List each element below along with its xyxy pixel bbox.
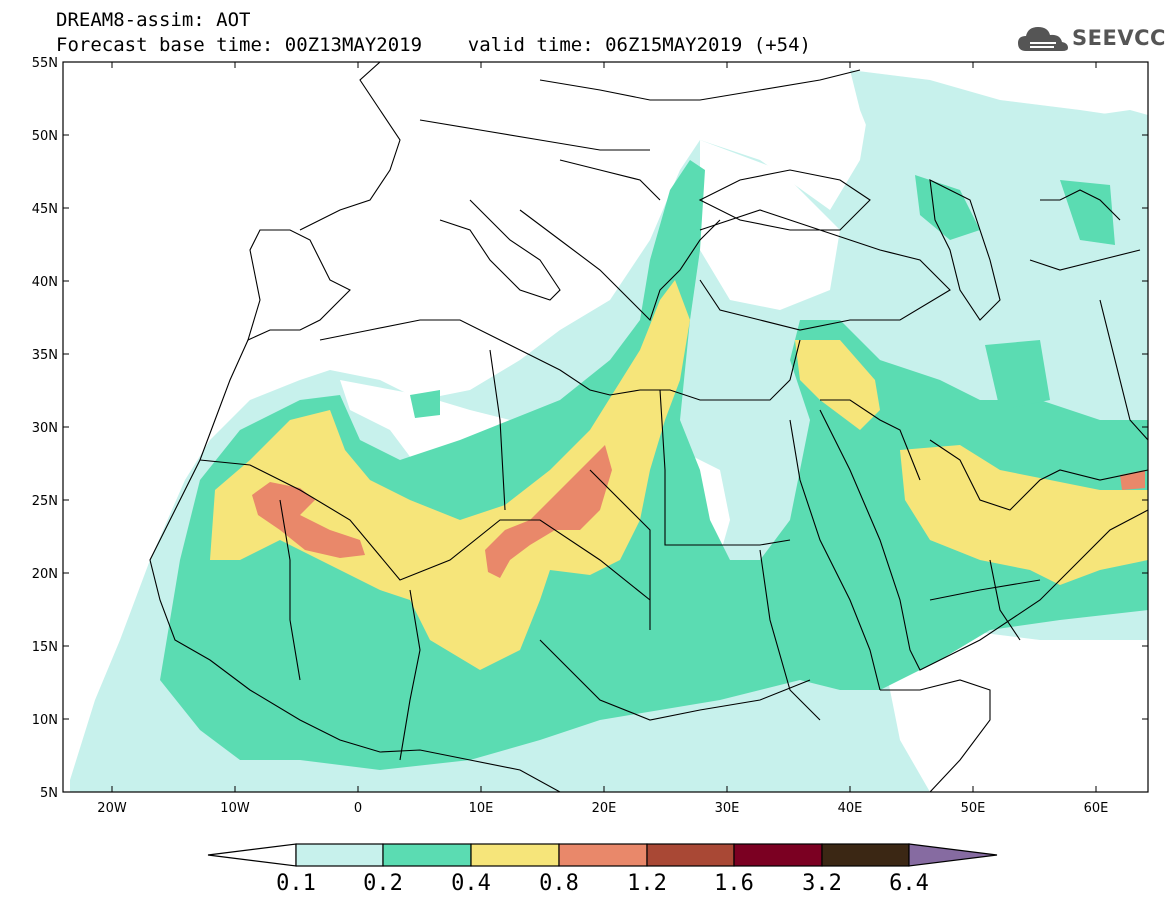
lat-label: 10N: [32, 713, 58, 728]
lon-label: 20E: [592, 801, 617, 816]
aot-clear-area: [880, 630, 1148, 792]
colorbar-label: 1.2: [627, 871, 667, 896]
aot-contour-0-8: [485, 445, 612, 578]
colorbar: [207, 843, 998, 867]
colorbar-segment: [470, 843, 560, 867]
colorbar-segment: [382, 843, 472, 867]
lat-label: 20N: [32, 567, 58, 582]
lon-label: 20W: [97, 801, 127, 816]
aot-contour-0-2: [410, 390, 440, 418]
lat-label: 15N: [32, 640, 58, 655]
colorbar-segment: [295, 843, 384, 867]
colorbar-above-arrow: [908, 843, 998, 867]
colorbar-label: 0.1: [276, 871, 316, 896]
lon-label: 40E: [838, 801, 863, 816]
map-title: DREAM8-assim: AOT: [56, 9, 251, 31]
colorbar-label: 0.2: [363, 871, 403, 896]
aot-contour-0-4: [795, 340, 880, 430]
latitude-axis: 55N 50N 45N 40N 35N 30N 25N 20N 15N 10N …: [32, 56, 58, 801]
colorbar-below-arrow: [207, 843, 297, 867]
lat-label: 25N: [32, 494, 58, 509]
lon-label: 0: [354, 801, 362, 816]
colorbar-label: 0.4: [451, 871, 491, 896]
lat-label: 55N: [32, 56, 58, 71]
longitude-axis: 20W 10W 0 10E 20E 30E 40E 50E 60E: [97, 801, 1108, 816]
colorbar-label: 1.6: [714, 871, 754, 896]
aot-contour-0-2: [1060, 180, 1115, 245]
colorbar-label: 6.4: [889, 871, 929, 896]
colorbar-segment: [558, 843, 648, 867]
lat-label: 30N: [32, 421, 58, 436]
lon-label: 30E: [715, 801, 740, 816]
lon-label: 60E: [1084, 801, 1109, 816]
logo-text: SEEVCCC: [1072, 26, 1165, 50]
lat-label: 5N: [40, 786, 58, 801]
aot-field: [70, 70, 1148, 792]
aot-contour-0-4: [210, 280, 690, 670]
lat-label: 35N: [32, 348, 58, 363]
lon-label: 10W: [220, 801, 250, 816]
lat-label: 40N: [32, 275, 58, 290]
lon-label: 10E: [469, 801, 494, 816]
aot-contour-0-2: [985, 340, 1050, 410]
colorbar-segment: [733, 843, 823, 867]
cloud-icon: [1018, 27, 1068, 51]
lat-label: 50N: [32, 129, 58, 144]
lat-label: 45N: [32, 202, 58, 217]
colorbar-segment: [646, 843, 735, 867]
colorbar-label: 3.2: [802, 871, 842, 896]
lon-label: 50E: [961, 801, 986, 816]
colorbar-segment: [821, 843, 910, 867]
colorbar-label: 0.8: [539, 871, 579, 896]
coastlines-and-borders: [149, 62, 1148, 792]
colorbar-labels: 0.1 0.2 0.4 0.8 1.2 1.6 3.2 6.4: [276, 871, 929, 896]
aot-clear-area: [700, 140, 840, 310]
seevccc-logo: SEEVCCC: [1016, 23, 1165, 55]
forecast-times: Forecast base time: 00Z13MAY2019 valid t…: [56, 34, 811, 56]
aot-contour-0-4: [900, 445, 1148, 585]
aot-contour-0-2: [160, 160, 1148, 770]
